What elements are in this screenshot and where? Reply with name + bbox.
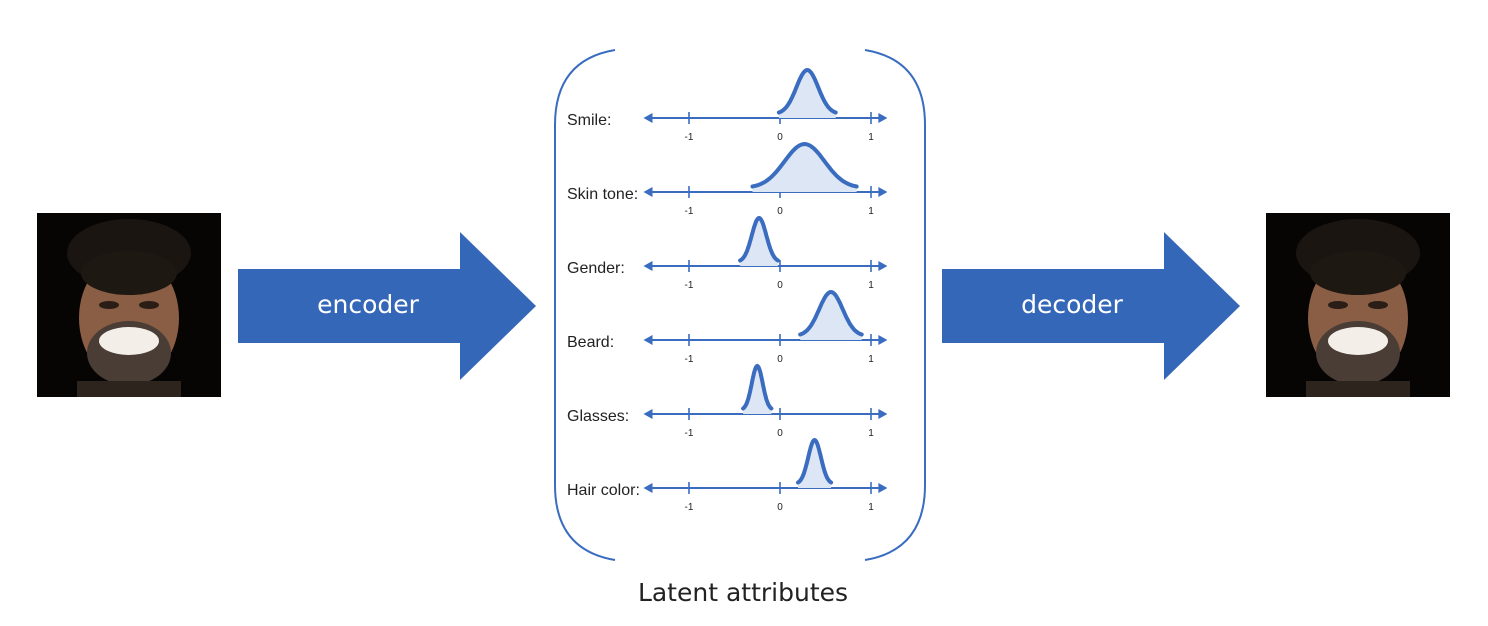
attribute-label: Smile:	[567, 112, 611, 129]
decoder-arrow	[942, 232, 1242, 380]
axis-left-arrowhead	[643, 483, 653, 493]
axis-tick-label: 0	[777, 132, 783, 143]
attribute-label: Gender:	[567, 260, 625, 277]
axis-right-arrowhead	[878, 187, 888, 197]
input-face-image	[37, 213, 221, 397]
axis-tick-label: 1	[868, 354, 874, 365]
axis-tick-label: 1	[868, 132, 874, 143]
latent-row: Gender: -1 0 1	[567, 215, 888, 291]
axis-left-arrowhead	[643, 187, 653, 197]
distribution-curve	[776, 67, 838, 115]
axis-tick-label: 0	[777, 502, 783, 513]
distribution-fill	[752, 144, 857, 192]
axis-tick-label: -1	[685, 354, 694, 365]
axis-tick-label: -1	[685, 280, 694, 291]
latent-row: Glasses: -1 0 1	[567, 363, 888, 439]
distribution-curve	[741, 363, 774, 411]
axis-tick-label: -1	[685, 502, 694, 513]
axis-right-arrowhead	[878, 409, 888, 419]
axis-tick-label: 1	[868, 502, 874, 513]
encoder-label: encoder	[317, 290, 419, 319]
distribution-fill	[778, 70, 836, 118]
right-bracket	[864, 49, 926, 561]
distribution-fill	[743, 366, 772, 414]
distribution-fill	[798, 440, 832, 488]
distribution-curve	[798, 289, 864, 337]
axis-left-arrowhead	[643, 261, 653, 271]
latent-attributes-caption: Latent attributes	[637, 578, 849, 607]
axis-left-arrowhead	[643, 409, 653, 419]
output-face-image	[1266, 213, 1450, 397]
axis-right-arrowhead	[878, 261, 888, 271]
axis-right-arrowhead	[878, 335, 888, 345]
attribute-label: Beard:	[567, 334, 614, 351]
axis-left-arrowhead	[643, 335, 653, 345]
axis-tick-label: 0	[777, 280, 783, 291]
encoder-arrow	[238, 232, 538, 380]
distribution-curve	[796, 437, 834, 485]
axis-tick-label: 0	[777, 428, 783, 439]
axis-tick-label: -1	[685, 206, 694, 217]
axis-right-arrowhead	[878, 113, 888, 123]
distribution-curve	[738, 215, 780, 263]
attribute-label: Glasses:	[567, 408, 629, 425]
axis-tick-label: 0	[777, 206, 783, 217]
axis-left-arrowhead	[643, 113, 653, 123]
axis-tick-label: 1	[868, 206, 874, 217]
attribute-label: Hair color:	[567, 482, 640, 499]
left-bracket	[554, 49, 616, 561]
attribute-label: Skin tone:	[567, 186, 638, 203]
decoder-label: decoder	[1021, 290, 1123, 319]
axis-tick-label: -1	[685, 428, 694, 439]
axis-tick-label: -1	[685, 132, 694, 143]
axis-right-arrowhead	[878, 483, 888, 493]
axis-tick-label: 0	[777, 354, 783, 365]
latent-row: Beard: -1 0 1	[567, 289, 888, 365]
axis-tick-label: 1	[868, 280, 874, 291]
distribution-curve	[750, 141, 859, 189]
latent-row: Hair color: -1 0 1	[567, 437, 888, 513]
face-portrait-icon	[37, 213, 221, 397]
latent-attributes-panel: Smile: -1 0 1 Skin tone: -1 0 1 Gender: -1 0 1 Beard…	[550, 45, 930, 565]
face-portrait-icon	[1266, 213, 1450, 397]
latent-row: Skin tone: -1 0 1	[567, 141, 888, 217]
axis-tick-label: 1	[868, 428, 874, 439]
latent-row: Smile: -1 0 1	[567, 67, 888, 143]
distribution-fill	[740, 218, 778, 266]
distribution-fill	[800, 292, 862, 340]
